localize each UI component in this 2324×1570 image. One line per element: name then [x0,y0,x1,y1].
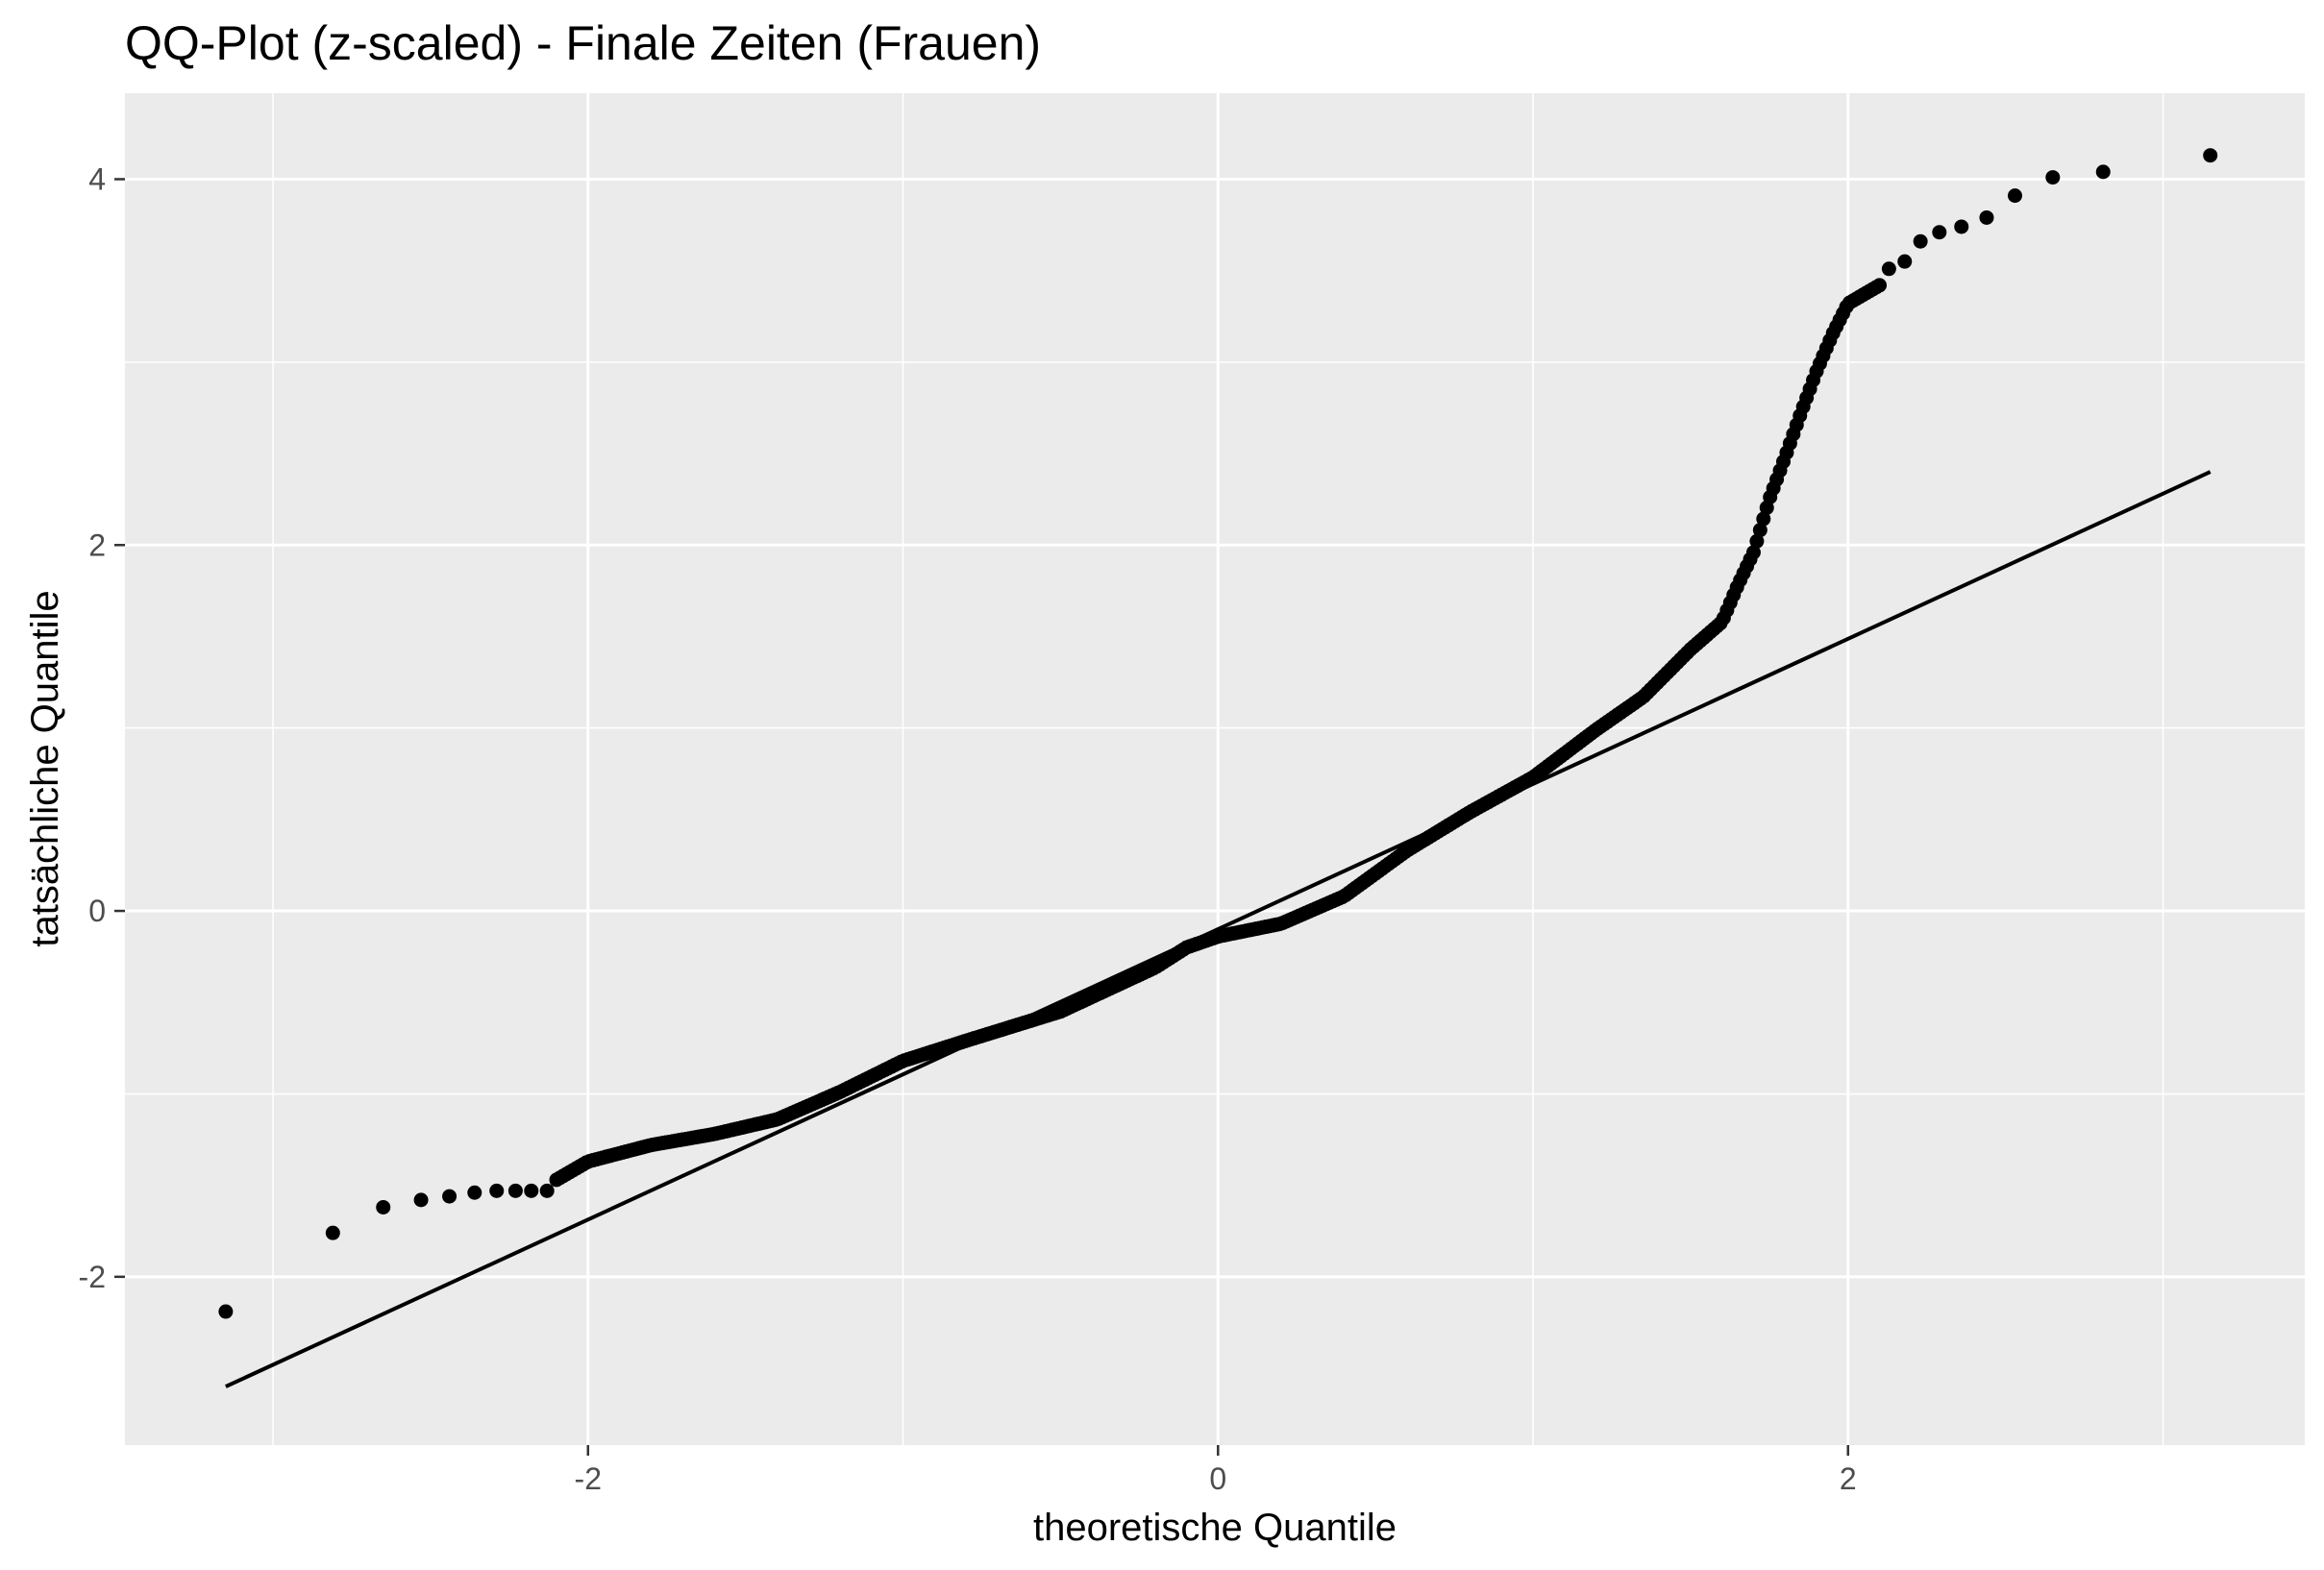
data-point [1752,523,1768,538]
x-tick-label: 0 [1209,1461,1226,1496]
data-point [1872,278,1888,293]
data-point [1913,233,1928,249]
x-tick-label: -2 [575,1461,602,1496]
y-tick-label: 4 [88,161,106,196]
data-point [218,1304,234,1319]
data-point [489,1183,505,1198]
data-point [1932,225,1947,240]
major-gridlines [125,93,2305,1445]
data-point [1954,219,1969,234]
data-point [2203,148,2218,163]
data-point [507,1183,523,1198]
y-tick-label: -2 [79,1260,106,1294]
data-point [2045,170,2061,185]
data-point [376,1199,391,1214]
data-point [2007,188,2022,204]
chart-title: QQ-Plot (z-scaled) - Finale Zeiten (Frau… [125,16,1041,70]
y-tick-label: 2 [88,527,106,562]
data-point [524,1183,539,1198]
plot-panel [125,93,2305,1445]
data-point [1749,533,1765,549]
y-axis-title: tatsächliche Quantile [24,590,66,946]
data-point [413,1192,429,1208]
data-point [1881,261,1896,277]
data-point [325,1225,340,1240]
data-point [1979,209,1994,225]
minor-gridlines [125,93,2305,1445]
y-axis-ticks: -2 0 2 4 [79,161,125,1294]
data-points [218,148,2218,1319]
data-point [2095,164,2111,180]
data-point [1897,254,1913,269]
data-point [1756,511,1771,527]
x-axis-ticks: -2 0 2 [575,1445,1857,1496]
x-tick-label: 2 [1840,1461,1857,1496]
data-point [1745,545,1761,560]
y-tick-label: 0 [88,894,106,928]
data-point [442,1189,457,1204]
data-point [539,1183,555,1198]
x-axis-title: theoretische Quantile [1033,1507,1397,1549]
data-point [467,1185,482,1200]
